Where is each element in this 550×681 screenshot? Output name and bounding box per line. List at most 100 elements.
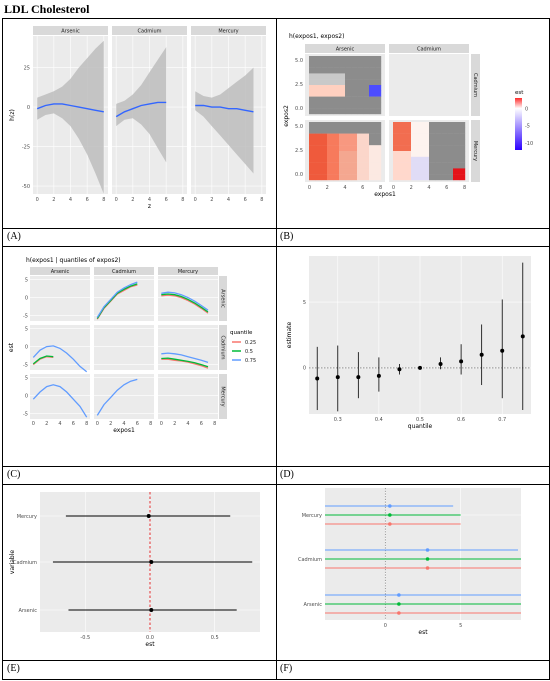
facet-strip-row-cadmium: [219, 325, 227, 370]
y-axis-label: expos2: [283, 105, 290, 127]
heat-cell: [357, 108, 364, 115]
chart-title: h(expos1, expos2): [289, 33, 344, 40]
x-tick-label: 6: [86, 197, 89, 203]
heat-cell: [363, 151, 370, 157]
heat-cell: [429, 127, 436, 134]
heat-cell: [321, 151, 328, 157]
heat-cell: [363, 168, 370, 175]
point: [520, 334, 525, 339]
point-mercury-0.25: [388, 522, 392, 526]
heat-cell: [321, 133, 328, 140]
heat-cell: [345, 151, 352, 157]
facet-strip-row-mercury: [219, 374, 227, 419]
heat-cell: [315, 96, 322, 103]
heat-cell: [459, 139, 466, 146]
heat-cell: [339, 85, 346, 91]
heat-cell: [363, 96, 370, 103]
panel-bg: [30, 276, 90, 321]
y-tick-label: 5: [25, 375, 28, 381]
heat-cell: [357, 90, 364, 97]
heat-cell: [345, 61, 352, 68]
facet-label-row-mercury: Mercury: [220, 386, 226, 406]
estimate-line-mercury: [195, 104, 254, 113]
heat-cell: [423, 174, 430, 181]
heat-cell: [315, 139, 322, 146]
heat-cell: [327, 61, 334, 68]
heat-cell: [333, 56, 340, 62]
heat-cell: [375, 73, 382, 80]
heat-cell: [363, 85, 370, 91]
heat-cell: [339, 73, 346, 80]
heat-cell: [453, 122, 460, 128]
row-divider-3: [3, 660, 549, 661]
y-tick-label: -5: [23, 313, 28, 319]
x-tick-label: 8: [181, 197, 184, 203]
heat-cell: [375, 90, 382, 97]
heat-cell: [405, 127, 412, 134]
facet-strip-row-mercury: [471, 120, 480, 182]
heat-cell: [315, 133, 322, 140]
heat-cell: [447, 122, 454, 128]
heatmap-cadmium-mercury: [393, 122, 466, 181]
heat-cell: [435, 156, 442, 163]
heat-cell: [423, 127, 430, 134]
y-tick-label-cadmium: Cadmium: [13, 560, 37, 566]
quantile-line-q50: [32, 355, 54, 365]
heat-cell: [327, 133, 334, 140]
heat-cell: [339, 174, 346, 181]
heat-cell: [339, 145, 346, 152]
quantile-line-q75: [96, 378, 138, 416]
row-divider-2b: [3, 484, 549, 485]
heat-cell: [447, 127, 454, 134]
heat-cell: [351, 168, 358, 175]
facet-strip-col-mercury: [158, 267, 218, 275]
heat-cell: [375, 102, 382, 109]
heat-cell: [417, 156, 424, 163]
facet-strip-col-cadmium: [94, 267, 154, 275]
facet-label-col-cadmium: Cadmium: [112, 269, 136, 275]
heat-cell: [369, 108, 376, 115]
facet-strip-cadmium: [112, 26, 187, 35]
heat-cell: [309, 56, 316, 62]
x-tick-label: 4: [227, 197, 230, 203]
heat-cell: [369, 102, 376, 109]
heat-cell: [333, 156, 340, 163]
heat-cell: [441, 139, 448, 146]
heat-cell: [351, 122, 358, 128]
heat-cell: [393, 133, 400, 140]
heat-cell: [417, 127, 424, 134]
quantile-line-q75: [161, 352, 209, 364]
x-tick-label: 8: [149, 421, 152, 427]
heat-cell: [315, 56, 322, 62]
row-divider-1b: [3, 246, 549, 247]
heat-cell: [459, 127, 466, 134]
y-axis-label: h(z): [9, 109, 16, 121]
estimate-line-arsenic: [36, 103, 104, 113]
heat-cell: [375, 67, 382, 74]
heat-cell: [315, 102, 322, 109]
estimate-line-cadmium: [115, 101, 167, 118]
heat-cell: [441, 151, 448, 157]
y-tick-label-cadmium: Cadmium: [298, 557, 322, 563]
x-tick-label: 4: [122, 421, 125, 427]
heat-cell: [363, 133, 370, 140]
heat-cell: [339, 162, 346, 169]
point: [438, 361, 443, 366]
heat-cell: [453, 133, 460, 140]
heat-cell: [447, 168, 454, 175]
chart-e: Mercury Cadmium Arsenic -0.5 0.0 0.5 est variab…: [9, 492, 260, 648]
point-arsenic-0.75: [397, 593, 401, 597]
heat-cell: [417, 151, 424, 157]
heat-cell: [339, 108, 346, 115]
heat-cell: [333, 139, 340, 146]
heat-cell: [357, 168, 364, 175]
x-tick-label: 8: [260, 197, 263, 203]
heat-cell: [357, 145, 364, 152]
x-tick-label: 6: [361, 185, 364, 191]
x-axis-label: est: [418, 629, 428, 636]
quantile-line-q25: [161, 358, 209, 369]
y-tick-label: 5: [25, 277, 28, 283]
heat-cell: [363, 61, 370, 68]
y-axis-label: variable: [9, 550, 16, 575]
heat-cell: [375, 96, 382, 103]
